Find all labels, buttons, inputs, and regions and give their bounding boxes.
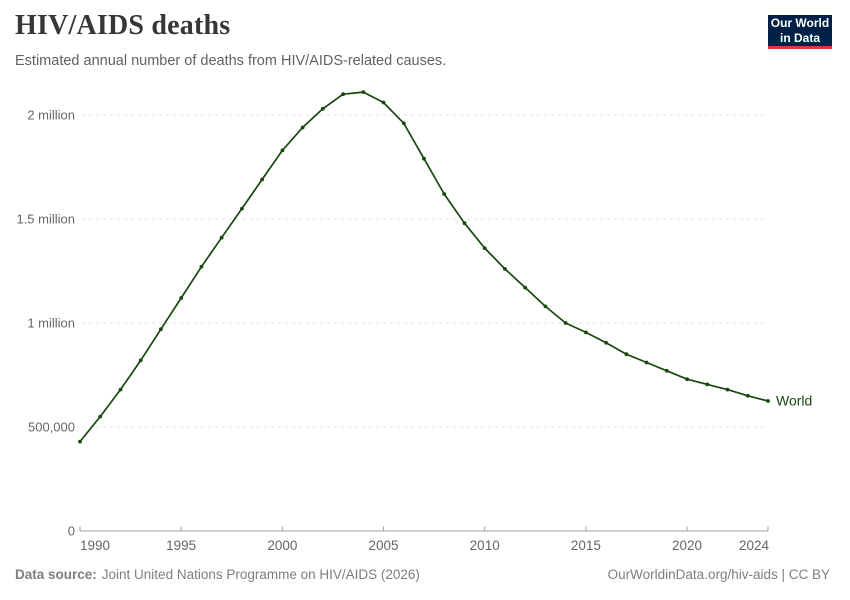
x-axis-tick-label: 1990 — [80, 538, 110, 553]
x-axis-tick-label: 2020 — [672, 538, 702, 553]
data-point-marker[interactable] — [705, 382, 710, 387]
data-point-marker[interactable] — [381, 100, 386, 105]
data-point-marker[interactable] — [199, 264, 204, 269]
data-point-marker[interactable] — [260, 177, 264, 182]
data-point-marker[interactable] — [584, 330, 588, 335]
series-end-label[interactable]: World — [776, 393, 812, 409]
series-line[interactable] — [79, 91, 769, 443]
data-point-marker[interactable] — [725, 387, 730, 392]
page-title: HIV/AIDS deaths — [15, 10, 231, 41]
data-point-marker[interactable] — [745, 393, 750, 398]
x-axis-tick-label: 2010 — [470, 538, 500, 553]
license-link[interactable]: OurWorldinData.org/hiv-aids | CC BY — [607, 567, 830, 582]
data-point-marker[interactable] — [503, 267, 507, 271]
data-source-text: Joint United Nations Programme on HIV/AI… — [101, 567, 420, 582]
data-point-marker[interactable] — [240, 206, 244, 211]
data-point-marker[interactable] — [138, 358, 143, 363]
data-point-marker[interactable] — [422, 156, 426, 161]
chart-footer: Data source: Joint United Nations Program… — [15, 567, 830, 582]
data-point-marker[interactable] — [341, 92, 345, 97]
y-axis-tick-label: 1 million — [27, 316, 75, 331]
data-point-marker[interactable] — [482, 246, 487, 251]
y-axis-tick-label: 0 — [68, 524, 75, 539]
y-axis-tick-label: 2 million — [27, 108, 75, 123]
data-point-marker[interactable] — [604, 340, 608, 345]
data-point-marker[interactable] — [766, 399, 770, 403]
owid-logo[interactable]: Our World in Data — [768, 15, 832, 49]
x-axis-tick-label: 1995 — [166, 538, 196, 553]
data-point-marker[interactable] — [543, 304, 548, 309]
data-point-marker[interactable] — [118, 387, 123, 392]
data-point-marker[interactable] — [442, 192, 447, 196]
data-source-label: Data source: — [15, 567, 97, 582]
y-axis-tick-label: 500,000 — [28, 420, 75, 435]
data-point-marker[interactable] — [664, 368, 669, 373]
data-point-marker[interactable] — [300, 125, 305, 130]
data-point-marker[interactable] — [685, 377, 689, 382]
data-point-marker[interactable] — [159, 327, 163, 332]
data-point-marker[interactable] — [219, 235, 224, 240]
owid-logo-line2: in Data — [779, 30, 820, 45]
x-axis-tick-label: 2005 — [369, 538, 399, 553]
data-point-marker[interactable] — [78, 439, 82, 444]
data-point-marker[interactable] — [401, 121, 406, 126]
x-axis-tick-label: 2000 — [267, 538, 297, 553]
data-point-marker[interactable] — [98, 414, 103, 419]
data-point-marker[interactable] — [644, 360, 649, 365]
data-point-marker[interactable] — [320, 106, 325, 111]
data-source-note: Data source: Joint United Nations Program… — [15, 567, 420, 582]
data-point-marker[interactable] — [523, 285, 528, 290]
data-point-marker[interactable] — [563, 321, 568, 325]
x-axis-tick-label: 2015 — [571, 538, 601, 553]
page-subtitle: Estimated annual number of deaths from H… — [15, 53, 447, 69]
x-axis-tick-label: 2024 — [739, 538, 770, 553]
owid-logo-line1: Our World — [770, 15, 830, 30]
data-point-marker[interactable] — [280, 148, 285, 153]
data-point-marker[interactable] — [179, 296, 184, 300]
data-point-marker[interactable] — [462, 221, 467, 226]
data-point-marker[interactable] — [624, 352, 629, 357]
data-point-marker[interactable] — [361, 90, 366, 94]
y-axis-tick-label: 1.5 million — [16, 212, 75, 227]
